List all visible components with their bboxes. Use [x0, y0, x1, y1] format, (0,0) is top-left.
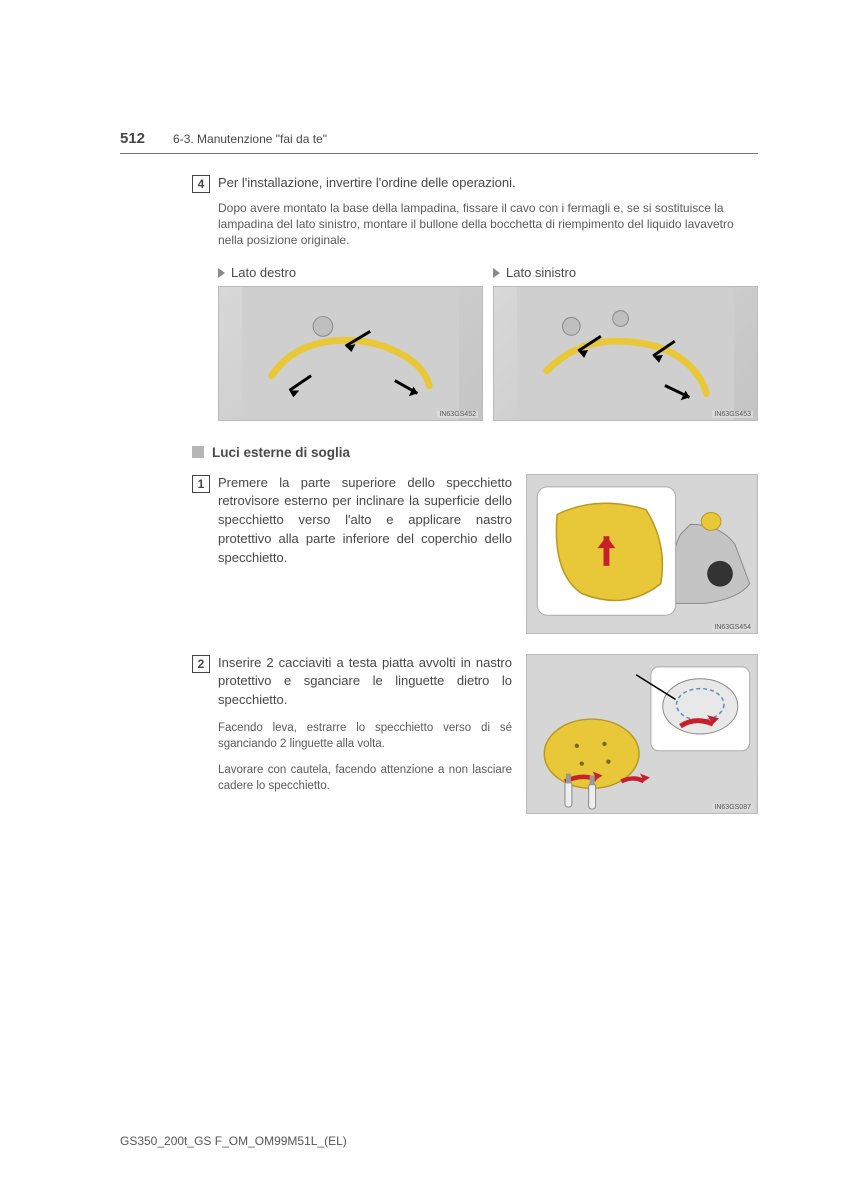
- step-4-text: Per l'installazione, invertire l'ordine …: [218, 174, 758, 192]
- step-2-note-1: Facendo leva, estrarre lo specchietto ve…: [218, 720, 512, 752]
- left-side-col: Lato sinistro IN63GS: [493, 265, 758, 421]
- step-2-note-2: Lavorare con cautela, facendo attenzione…: [218, 762, 512, 794]
- image-code: IN63GS454: [712, 624, 753, 631]
- right-side-col: Lato destro IN63GS452: [218, 265, 483, 421]
- step-number-box: 1: [192, 475, 210, 493]
- mirror-step-1: 1 Premere la parte superiore dello specc…: [192, 474, 758, 634]
- left-side-label: Lato sinistro: [493, 265, 758, 280]
- mirror-screwdriver-image: IN63GS087: [526, 654, 758, 814]
- engine-right-image: IN63GS452: [218, 286, 483, 421]
- section-heading: Luci esterne di soglia: [192, 445, 758, 460]
- mirror-push-image: IN63GS454: [526, 474, 758, 634]
- page-header: 512 6-3. Manutenzione "fai da te": [120, 130, 758, 154]
- image-code: IN63GS452: [437, 411, 478, 418]
- square-bullet-icon: [192, 446, 204, 458]
- step-4-subtext: Dopo avere montato la base della lampadi…: [218, 200, 758, 249]
- step-4: 4 Per l'installazione, invertire l'ordin…: [192, 174, 758, 192]
- label-text: Lato destro: [231, 265, 296, 280]
- mirror-step-2: 2 Inserire 2 cacciaviti a testa piatta a…: [192, 654, 758, 814]
- footer-code: GS350_200t_GS F_OM_OM99M51L_(EL): [120, 1134, 347, 1148]
- triangle-bullet-icon: [218, 268, 225, 278]
- image-code: IN63GS087: [712, 804, 753, 811]
- step-1-text: Premere la parte superiore dello specchi…: [218, 474, 512, 568]
- page-number: 512: [120, 130, 145, 147]
- section-title: Luci esterne di soglia: [212, 445, 350, 460]
- triangle-bullet-icon: [493, 268, 500, 278]
- engine-left-image: IN63GS453: [493, 286, 758, 421]
- chapter-title: 6-3. Manutenzione "fai da te": [173, 132, 327, 146]
- engine-image-row: Lato destro IN63GS452: [218, 265, 758, 421]
- label-text: Lato sinistro: [506, 265, 576, 280]
- step-number-box: 4: [192, 175, 210, 193]
- step-number-box: 2: [192, 655, 210, 673]
- step-2-text: Inserire 2 cacciaviti a testa piatta avv…: [218, 654, 512, 711]
- image-code: IN63GS453: [712, 411, 753, 418]
- right-side-label: Lato destro: [218, 265, 483, 280]
